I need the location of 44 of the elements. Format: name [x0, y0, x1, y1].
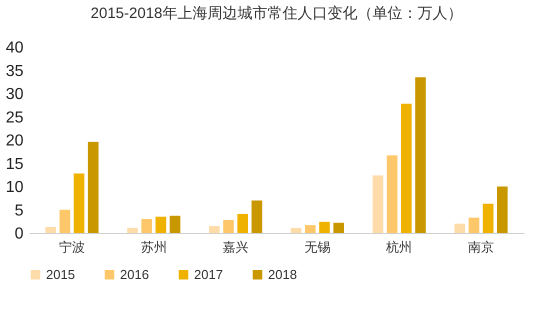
y-tick-label: 5 [14, 202, 24, 220]
bar [60, 210, 70, 233]
legend-label: 2017 [194, 266, 223, 282]
y-tick-label: 25 [6, 109, 24, 126]
bar [319, 222, 330, 233]
x-tick-label: 南京 [468, 240, 494, 254]
bar [454, 224, 466, 233]
bar [209, 226, 220, 233]
bar [141, 219, 152, 233]
bar [497, 186, 508, 233]
legend-label: 2018 [268, 266, 297, 282]
bar [415, 77, 426, 233]
bar [386, 155, 398, 233]
bar [170, 216, 180, 233]
bar [45, 226, 56, 233]
bar [401, 104, 412, 233]
y-tick-label: 40 [6, 40, 24, 56]
bar [74, 173, 84, 233]
x-tick-label: 无锡 [304, 240, 330, 254]
bar [88, 142, 99, 233]
y-tick-label: 35 [6, 62, 24, 80]
bar [468, 218, 480, 233]
y-tick-label: 30 [6, 86, 24, 103]
x-tick-label: 杭州 [385, 240, 412, 254]
bar [290, 228, 302, 233]
x-tick-label: 嘉兴 [222, 240, 249, 254]
y-tick-label: 10 [6, 179, 24, 196]
bar [333, 222, 344, 233]
legend-label: 2016 [120, 266, 149, 282]
bar [305, 225, 316, 233]
bar [223, 220, 234, 233]
bar [237, 214, 248, 233]
bar [252, 200, 262, 233]
x-tick-label: 苏州 [140, 240, 167, 254]
chart-title: 2015-2018年上海周边城市常住人口变化（单位：万人） [90, 5, 462, 22]
y-tick-label: 15 [6, 156, 24, 173]
legend-label: 2015 [46, 266, 75, 282]
y-tick-label: 0 [14, 226, 24, 242]
bar [372, 175, 384, 233]
y-tick-label: 20 [6, 132, 24, 150]
bar [482, 204, 494, 233]
x-tick-label: 宁波 [58, 240, 85, 254]
bar [156, 216, 166, 233]
bar [127, 228, 138, 233]
